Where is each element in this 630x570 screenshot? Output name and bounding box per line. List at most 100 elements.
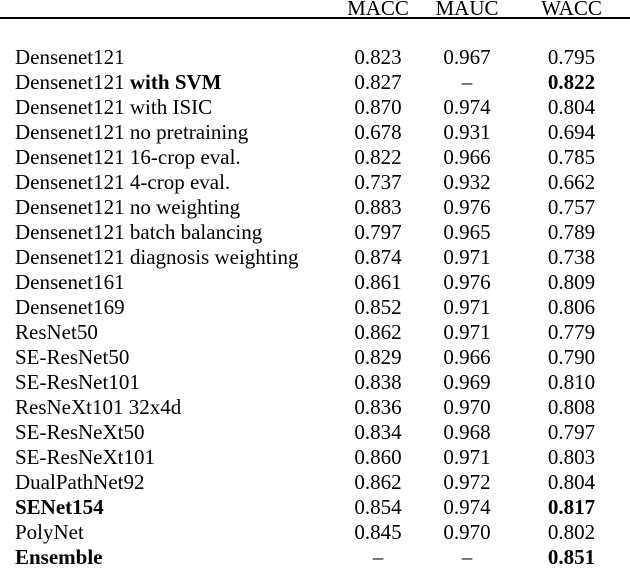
table-row: SE-ResNeXt101 0.860 0.971 0.803: [0, 445, 630, 470]
table-row: SE-ResNeXt50 0.834 0.968 0.797: [0, 420, 630, 445]
metric-value-cell-mauc: 0.966: [443, 145, 491, 169]
metric-value-cell-wacc: 0.738: [547, 245, 596, 269]
model-name-cell: DualPathNet92: [15, 470, 145, 494]
metric-value-cell-mauc: 0.976: [443, 195, 491, 219]
metric-value-cell-wacc: 0.851: [547, 545, 596, 569]
metric-value-cell-macc: 0.797: [354, 220, 402, 244]
model-name-cell: Densenet121 4-crop eval.: [15, 170, 231, 194]
metric-value-cell-wacc: 0.779: [547, 320, 596, 344]
metric-value-cell-macc: 0.862: [354, 470, 402, 494]
model-name-cell: Densenet121: [15, 45, 125, 69]
metric-value-cell-macc: 0.836: [354, 395, 402, 419]
metric-value-cell-mauc: 0.971: [443, 245, 491, 269]
metric-value-cell-wacc: 0.785: [547, 145, 596, 169]
metric-value-cell-macc: 0.834: [354, 420, 402, 444]
table-header: MACC MAUC WACC: [0, 0, 630, 19]
metric-value-cell-macc: 0.678: [354, 120, 402, 144]
column-header-wacc: WACC: [513, 0, 630, 19]
metric-value-cell-macc: 0.845: [354, 520, 402, 544]
table-row: Densenet121 no weighting 0.883 0.976 0.757: [0, 195, 630, 220]
table-body: Densenet121 0.823 0.967 0.795 Densenet121 wi…: [0, 18, 630, 570]
metric-value-cell-wacc: 0.802: [547, 520, 596, 544]
metric-value-cell-mauc: 0.970: [443, 520, 491, 544]
metric-value-cell-macc: 0.870: [354, 95, 402, 119]
table-row: DualPathNet92 0.862 0.972 0.804: [0, 470, 630, 495]
table-row: Densenet161 0.861 0.976 0.809: [0, 270, 630, 295]
spacer-row: [0, 18, 630, 45]
model-name-cell: SE-ResNeXt50: [15, 420, 145, 444]
table-row: Densenet121 0.823 0.967 0.795: [0, 45, 630, 70]
model-name-cell: SE-ResNet50: [15, 345, 130, 369]
metric-value-cell-mauc: 0.965: [443, 220, 491, 244]
metric-value-cell-mauc: 0.971: [443, 320, 491, 344]
metric-value-cell-mauc: 0.972: [443, 470, 491, 494]
table-row: ResNeXt101 32x4d 0.836 0.970 0.808: [0, 395, 630, 420]
table-row: Ensemble – – 0.851: [0, 545, 630, 570]
metric-value-cell-wacc: 0.757: [547, 195, 596, 219]
model-name-cell: Densenet161: [15, 270, 125, 294]
model-name-cell: Densenet121 no weighting: [15, 195, 241, 219]
metric-value-cell-mauc: 0.967: [443, 45, 491, 69]
metric-value-cell-mauc: 0.968: [443, 420, 491, 444]
model-name-bold-part: with SVM: [129, 70, 222, 94]
metric-value-cell-wacc: 0.804: [547, 95, 596, 119]
metric-value-cell-macc: 0.861: [354, 270, 402, 294]
table-row: Densenet121 16-crop eval. 0.822 0.966 0.785: [0, 145, 630, 170]
metric-value-cell-mauc: 0.969: [443, 370, 491, 394]
metric-value-cell-mauc: 0.970: [443, 395, 491, 419]
metric-value-cell-mauc: 0.974: [443, 495, 491, 519]
metric-value-cell-macc: –: [372, 545, 384, 569]
table-row: Densenet121 no pretraining 0.678 0.931 0.69…: [0, 120, 630, 145]
metric-value-cell-macc: 0.852: [354, 295, 402, 319]
header-row: MACC MAUC WACC: [0, 0, 630, 19]
column-header-macc: MACC: [335, 0, 421, 19]
metric-value-cell-wacc: 0.789: [547, 220, 596, 244]
metric-value-cell-mauc: 0.931: [443, 120, 491, 144]
metric-value-cell-macc: 0.860: [354, 445, 402, 469]
table-row: Densenet121 batch balancing 0.797 0.965 0.7…: [0, 220, 630, 245]
table-row: ResNet50 0.862 0.971 0.779: [0, 320, 630, 345]
metric-value-cell-wacc: 0.808: [547, 395, 596, 419]
table-row: Densenet121 with ISIC 0.870 0.974 0.804: [0, 95, 630, 120]
model-name-cell: PolyNet: [15, 520, 84, 544]
metric-value-cell-macc: 0.829: [354, 345, 402, 369]
metric-value-cell-wacc: 0.804: [547, 470, 596, 494]
metric-value-cell-macc: 0.838: [354, 370, 402, 394]
metric-value-cell-mauc: 0.966: [443, 345, 491, 369]
metric-value-cell-mauc: –: [461, 545, 473, 569]
metric-value-cell-wacc: 0.694: [547, 120, 596, 144]
metric-value-cell-mauc: 0.971: [443, 445, 491, 469]
metric-value-cell-macc: 0.874: [354, 245, 402, 269]
metric-value-cell-mauc: 0.974: [443, 95, 491, 119]
model-name-cell: Densenet121 with ISIC: [15, 95, 213, 119]
column-header-mauc: MAUC: [421, 0, 513, 19]
model-name-bold-part: SENet154: [15, 495, 104, 519]
model-name-cell: Densenet121 diagnosis weighting: [15, 245, 299, 269]
table-row: Densenet169 0.852 0.971 0.806: [0, 295, 630, 320]
metric-value-cell-macc: 0.862: [354, 320, 402, 344]
metric-value-cell-macc: 0.823: [354, 45, 402, 69]
metric-value-cell-mauc: 0.932: [443, 170, 491, 194]
metric-value-cell-macc: 0.827: [354, 70, 402, 94]
metric-value-cell-macc: 0.822: [354, 145, 402, 169]
model-name-cell: Ensemble: [0, 545, 335, 570]
model-name-cell: Densenet121 batch balancing: [15, 220, 263, 244]
metric-value-cell-macc: 0.737: [354, 170, 402, 194]
metric-value-cell-wacc: 0.817: [547, 495, 596, 519]
metric-value-cell-macc: 0.883: [354, 195, 402, 219]
model-name-cell: Densenet121 with SVM: [15, 70, 222, 94]
table-row: SE-ResNet50 0.829 0.966 0.790: [0, 345, 630, 370]
model-column-header: [0, 0, 335, 19]
metric-value-cell-wacc: 0.806: [547, 295, 596, 319]
metric-value-cell-wacc: 0.795: [547, 45, 596, 69]
metric-value-cell-mauc: 0.976: [443, 270, 491, 294]
metric-value-cell-wacc: 0.810: [547, 370, 596, 394]
metric-value-cell-mauc: 0.971: [443, 295, 491, 319]
metric-value-cell-wacc: 0.803: [547, 445, 596, 469]
model-name-cell: SENet154: [0, 495, 335, 520]
table-row: Densenet121 diagnosis weighting 0.874 0.97…: [0, 245, 630, 270]
metric-value-cell-wacc: 0.809: [547, 270, 596, 294]
table-row: Densenet121 4-crop eval. 0.737 0.932 0.662: [0, 170, 630, 195]
metric-value-cell-wacc: 0.822: [547, 70, 596, 94]
model-name-bold-part: Ensemble: [15, 545, 103, 569]
